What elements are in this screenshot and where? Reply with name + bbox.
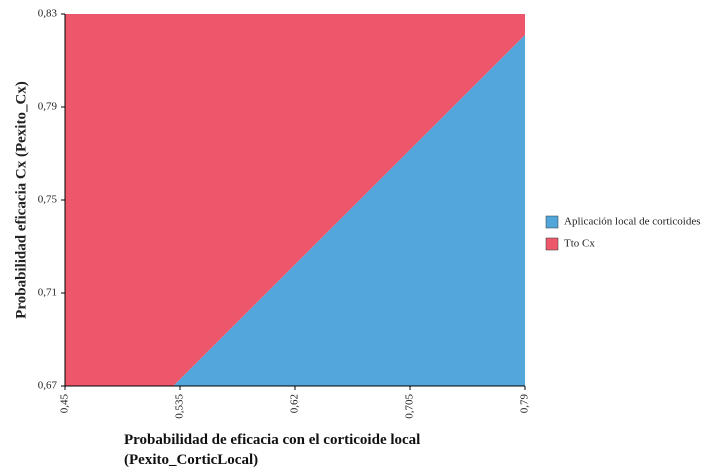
legend-label: Tto Cx (564, 238, 595, 250)
y-tick-label: 0,67 (38, 380, 58, 392)
y-tick-label: 0,79 (38, 101, 58, 113)
x-tick-label: 0,62 (289, 394, 301, 413)
region (65, 14, 525, 386)
legend-swatch (545, 215, 559, 229)
x-tick-label: 0,535 (174, 394, 186, 419)
x-tick-label: 0,79 (519, 394, 531, 414)
y-axis-label: Probabilidad eficacia Cx (Pexito_Cx) (13, 81, 29, 319)
legend-swatch (545, 237, 559, 251)
y-tick-label: 0,83 (38, 8, 58, 20)
y-tick-label: 0,71 (38, 287, 57, 299)
x-tick-label: 0,705 (404, 394, 416, 419)
legend-label: Aplicación local de corticoides (564, 216, 701, 228)
y-tick-label: 0,75 (38, 194, 58, 206)
x-axis-label: Probabilidad de eficacia con el corticoi… (124, 432, 421, 468)
x-tick-label: 0,45 (59, 394, 71, 414)
